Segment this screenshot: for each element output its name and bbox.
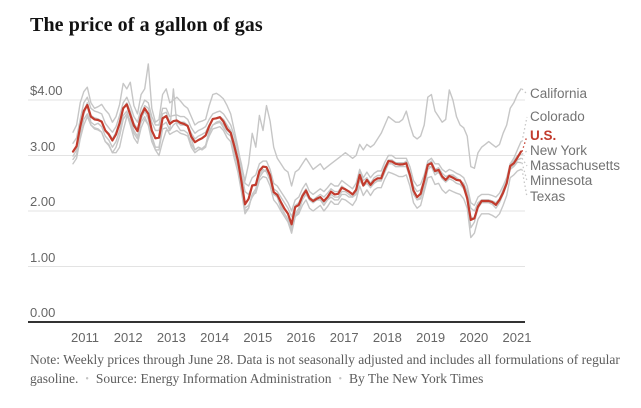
x-tick-label: 2011 <box>71 330 99 345</box>
x-tick-label: 2021 <box>502 330 532 345</box>
series-label-u-s: U.S. <box>530 128 557 143</box>
footnote: Note: Weekly prices through June 28. Dat… <box>30 350 630 389</box>
series-line-texas <box>72 113 522 239</box>
x-tick-label: 2017 <box>329 330 359 345</box>
bullet-separator: • <box>85 374 89 385</box>
source-text: Source: Energy Information Administratio… <box>95 371 332 386</box>
series-label-new-york: New York <box>530 143 588 158</box>
series-line-u-s <box>71 103 523 226</box>
series-label-colorado: Colorado <box>530 109 585 124</box>
y-tick-label: 0.00 <box>30 305 56 320</box>
x-tick-label: 2015 <box>243 330 273 345</box>
bullet-separator: • <box>338 374 342 385</box>
x-tick-label: 2019 <box>416 330 446 345</box>
leader-line-new-york <box>521 150 528 155</box>
note-text: Note: Weekly prices through June 28. Dat… <box>30 352 620 386</box>
series-label-minnesota: Minnesota <box>530 173 593 188</box>
x-tick-label: 2012 <box>113 330 143 345</box>
leader-line-massachusetts <box>521 157 528 167</box>
chart-title: The price of a gallon of gas <box>30 14 263 36</box>
byline-text: By The New York Times <box>349 371 484 386</box>
leader-line-california <box>521 88 528 95</box>
leader-line-u-s <box>521 135 528 152</box>
series-line-massachusetts <box>72 102 522 218</box>
y-tick-label: 1.00 <box>30 249 56 265</box>
series-line-minnesota <box>72 88 522 229</box>
series-label-massachusetts: Massachusetts <box>530 158 621 173</box>
leader-line-colorado <box>521 116 528 142</box>
y-tick-label: 3.00 <box>30 138 56 154</box>
series-line-california <box>72 63 522 187</box>
leader-line-texas <box>521 169 528 198</box>
x-tick-label: 2014 <box>200 330 230 345</box>
x-tick-label: 2018 <box>372 330 402 345</box>
series-line-new-york <box>72 96 522 212</box>
x-tick-label: 2013 <box>156 330 186 345</box>
series-label-california: California <box>530 86 588 101</box>
y-tick-label: 2.00 <box>30 194 56 209</box>
leader-line-minnesota <box>521 162 528 182</box>
y-tick-label: $4.00 <box>30 83 63 98</box>
series-label-texas: Texas <box>530 189 566 204</box>
x-tick-label: 2016 <box>286 330 316 345</box>
x-tick-label: 2020 <box>459 330 489 345</box>
